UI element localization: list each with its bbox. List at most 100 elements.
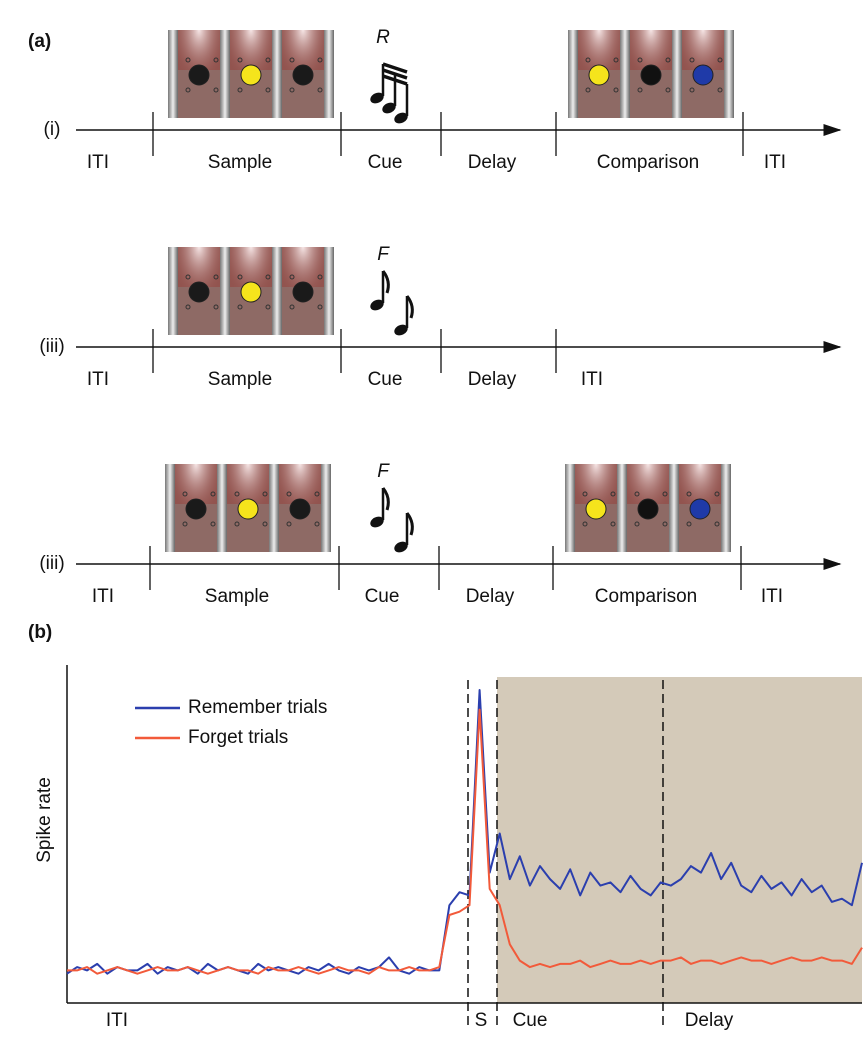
note-head <box>370 299 384 311</box>
screw <box>686 491 692 497</box>
screw <box>286 491 292 497</box>
phase-label: Sample <box>208 152 272 173</box>
phase-label: Delay <box>468 152 517 173</box>
row-label: (i) <box>44 119 61 140</box>
frame-bar <box>168 30 178 118</box>
screw <box>662 491 668 497</box>
screw <box>317 274 323 280</box>
screw <box>582 521 588 527</box>
stimulus-light <box>240 64 262 86</box>
screw <box>262 521 268 527</box>
stimulus-light <box>640 64 662 86</box>
note-head <box>394 324 408 336</box>
y-axis-label: Spike rate <box>34 777 55 863</box>
note-head <box>382 102 396 114</box>
screw <box>262 491 268 497</box>
screw <box>185 57 191 63</box>
screw <box>289 57 295 63</box>
cue-letter: R <box>376 27 390 48</box>
frame-bar <box>672 30 682 118</box>
cue-letter: F <box>377 244 390 265</box>
frame-bar <box>272 247 282 335</box>
legend-label: Remember trials <box>188 697 327 718</box>
note-flag <box>381 270 390 294</box>
screw <box>213 274 219 280</box>
legend-label: Forget trials <box>188 727 288 748</box>
screw <box>265 57 271 63</box>
screw <box>637 57 643 63</box>
screw <box>182 491 188 497</box>
screw <box>585 87 591 93</box>
screw <box>634 521 640 527</box>
note-head <box>394 112 408 124</box>
screw <box>689 57 695 63</box>
phase-label: ITI <box>581 369 603 390</box>
screw <box>213 304 219 310</box>
screw <box>689 87 695 93</box>
frame-bar <box>617 464 627 552</box>
stimulus-display <box>168 247 334 335</box>
screw <box>317 87 323 93</box>
stimulus-light <box>240 281 262 303</box>
screw <box>265 274 271 280</box>
phase-label: ITI <box>87 369 109 390</box>
note-beam <box>382 74 408 86</box>
row-label: (iii) <box>39 553 64 574</box>
phase-label: Sample <box>205 586 269 607</box>
stimulus-display <box>168 30 334 118</box>
screw <box>265 87 271 93</box>
stimulus-light <box>637 498 659 520</box>
stimulus-display <box>165 464 331 552</box>
stimulus-light <box>188 64 210 86</box>
series-line <box>66 689 863 975</box>
note-beam <box>382 62 408 74</box>
screw <box>286 521 292 527</box>
epoch-label: Delay <box>685 1010 734 1031</box>
frame-bar <box>269 464 279 552</box>
phase-label: Comparison <box>597 152 699 173</box>
frame-bar <box>220 30 230 118</box>
frame-bar <box>272 30 282 118</box>
screw <box>585 57 591 63</box>
screw <box>289 87 295 93</box>
phase-label: ITI <box>92 586 114 607</box>
note-head <box>370 92 384 104</box>
screw <box>613 87 619 93</box>
phase-label: ITI <box>87 152 109 173</box>
screw <box>317 304 323 310</box>
screw <box>665 87 671 93</box>
frame-bar <box>220 247 230 335</box>
screw <box>314 491 320 497</box>
screw <box>613 57 619 63</box>
screw <box>637 87 643 93</box>
screw <box>717 57 723 63</box>
screw <box>237 274 243 280</box>
screw <box>185 87 191 93</box>
screw <box>634 491 640 497</box>
tone-icon <box>370 62 409 124</box>
epoch-label: ITI <box>106 1010 128 1031</box>
screw <box>610 521 616 527</box>
phase-label: Delay <box>466 586 515 607</box>
tone-icon <box>370 487 414 553</box>
phase-label: Comparison <box>595 586 697 607</box>
stimulus-light <box>692 64 714 86</box>
screw <box>185 274 191 280</box>
panel-label: (a) <box>28 31 51 52</box>
frame-bar <box>669 464 679 552</box>
screw <box>714 491 720 497</box>
series-line <box>67 708 863 975</box>
frame-bar <box>168 247 178 335</box>
phase-label: Delay <box>468 369 517 390</box>
phase-label: ITI <box>761 586 783 607</box>
tone-icon <box>370 270 414 336</box>
screw <box>665 57 671 63</box>
stimulus-light <box>292 281 314 303</box>
frame-bar <box>724 30 734 118</box>
screw <box>237 87 243 93</box>
screw <box>234 521 240 527</box>
frame-bar <box>217 464 227 552</box>
screw <box>213 57 219 63</box>
note-beam <box>382 68 408 80</box>
